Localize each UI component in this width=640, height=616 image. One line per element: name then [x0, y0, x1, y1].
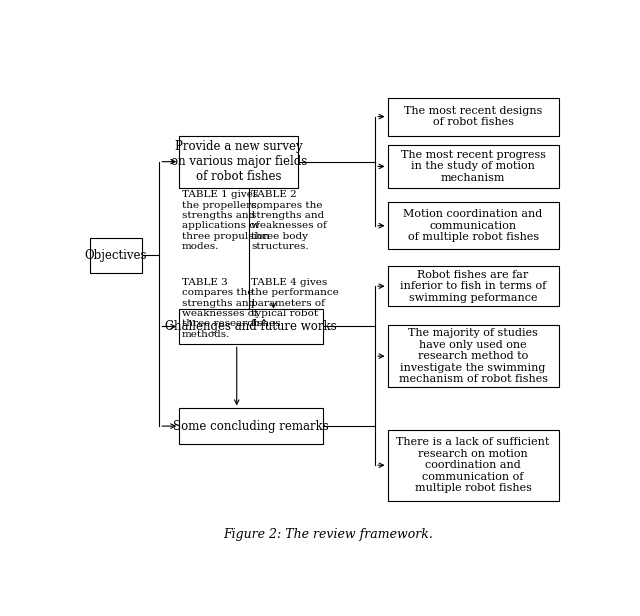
FancyBboxPatch shape — [179, 136, 298, 188]
Text: Motion coordination and
communication
of multiple robot fishes: Motion coordination and communication of… — [403, 209, 543, 242]
Text: Challenges and future works: Challenges and future works — [165, 320, 337, 333]
Text: Figure 2: The review framework.: Figure 2: The review framework. — [223, 527, 433, 540]
Text: Provide a new survey
on various major fields
of robot fishes: Provide a new survey on various major fi… — [171, 140, 307, 183]
Text: Objectives: Objectives — [84, 249, 147, 262]
FancyBboxPatch shape — [388, 202, 559, 249]
FancyBboxPatch shape — [388, 430, 559, 501]
Text: Some concluding remarks: Some concluding remarks — [173, 419, 329, 432]
FancyBboxPatch shape — [388, 325, 559, 387]
FancyBboxPatch shape — [90, 238, 142, 273]
Text: TABLE 4 gives
the performance
parameters of
typical robot
fishes.: TABLE 4 gives the performance parameters… — [251, 278, 339, 328]
Text: The majority of studies
have only used one
research method to
investigate the sw: The majority of studies have only used o… — [399, 328, 548, 384]
FancyBboxPatch shape — [388, 266, 559, 306]
FancyBboxPatch shape — [388, 97, 559, 136]
Text: The most recent designs
of robot fishes: The most recent designs of robot fishes — [404, 106, 542, 128]
FancyBboxPatch shape — [179, 309, 323, 344]
FancyBboxPatch shape — [179, 408, 323, 444]
FancyBboxPatch shape — [388, 145, 559, 188]
Text: TABLE 2
compares the
strengths and
weaknesses of
three body
structures.: TABLE 2 compares the strengths and weakn… — [251, 190, 327, 251]
Text: There is a lack of sufficient
research on motion
coordination and
communication : There is a lack of sufficient research o… — [396, 437, 550, 493]
Text: TABLE 1 gives
the propellers,
strengths and
applications of
three propulsion
mod: TABLE 1 gives the propellers, strengths … — [182, 190, 269, 251]
Text: TABLE 3
compares the
strengths and
weaknesses of
three research
methods.: TABLE 3 compares the strengths and weakn… — [182, 278, 259, 339]
Text: The most recent progress
in the study of motion
mechanism: The most recent progress in the study of… — [401, 150, 545, 183]
Text: Robot fishes are far
inferior to fish in terms of
swimming peformance: Robot fishes are far inferior to fish in… — [400, 270, 546, 303]
